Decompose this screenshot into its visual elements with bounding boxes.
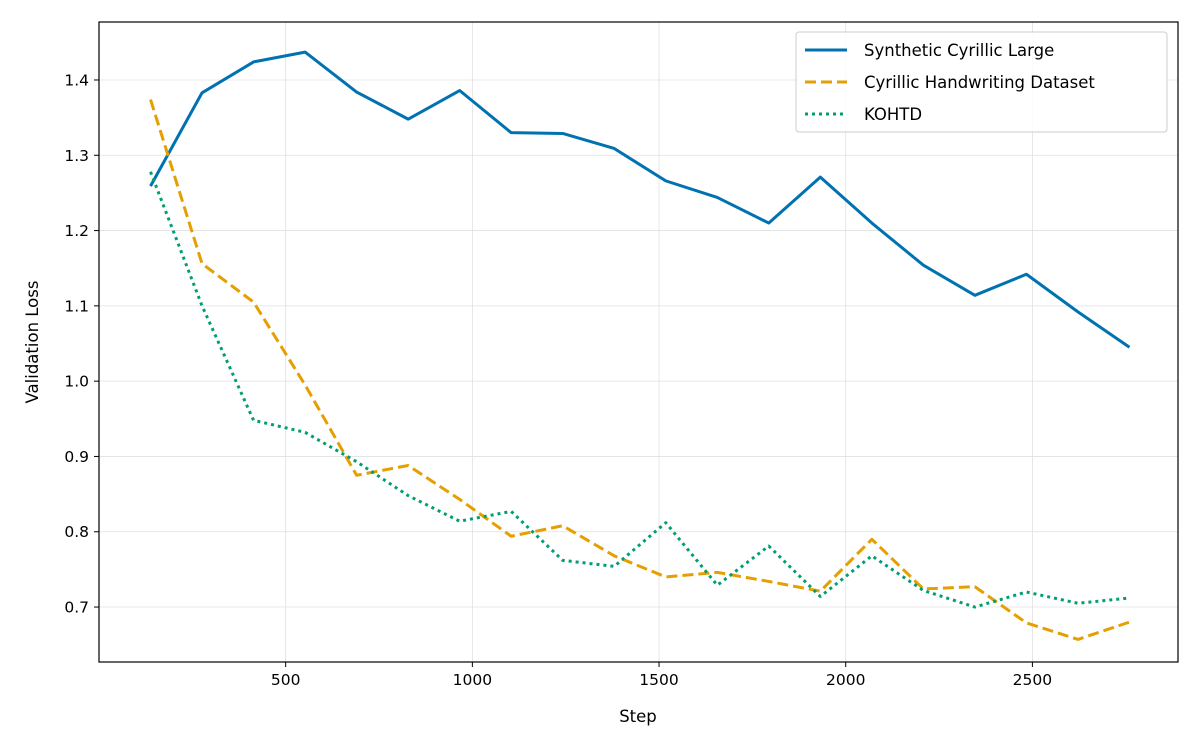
y-tick-label: 0.9 xyxy=(64,448,89,466)
y-tick-label: 0.8 xyxy=(64,523,89,541)
legend-label: Synthetic Cyrillic Large xyxy=(864,41,1054,60)
x-tick-label: 1500 xyxy=(639,671,678,689)
series-line-3 xyxy=(149,171,1130,609)
x-tick-label: 2500 xyxy=(1013,671,1052,689)
y-tick-label: 1.1 xyxy=(64,297,89,315)
x-axis-ticks: 500 1000 1500 2000 2500 xyxy=(271,662,1052,689)
legend-label: Cyrillic Handwriting Dataset xyxy=(864,73,1095,92)
x-tick-label: 1000 xyxy=(453,671,492,689)
x-axis-label: Step xyxy=(619,707,657,726)
legend-box xyxy=(795,31,1168,133)
series-line-2 xyxy=(149,99,1130,641)
y-tick-label: 1.4 xyxy=(64,71,89,89)
y-axis-label: Validation Loss xyxy=(23,281,42,404)
legend: Synthetic Cyrillic Large Cyrillic Handwri… xyxy=(795,31,1168,133)
x-tick-label: 500 xyxy=(271,671,301,689)
plot-frame xyxy=(98,21,1179,663)
x-tick-label: 2000 xyxy=(826,671,865,689)
y-tick-label: 1.0 xyxy=(64,373,89,391)
y-tick-label: 1.2 xyxy=(64,222,89,240)
y-axis-ticks: 0.7 0.8 0.9 1.0 1.1 1.2 1.3 1.4 xyxy=(64,71,99,617)
y-tick-label: 1.3 xyxy=(64,147,89,165)
legend-label: KOHTD xyxy=(864,105,922,124)
series-lines xyxy=(149,50,1131,641)
y-tick-label: 0.7 xyxy=(64,599,89,617)
series-line-1 xyxy=(149,50,1131,349)
